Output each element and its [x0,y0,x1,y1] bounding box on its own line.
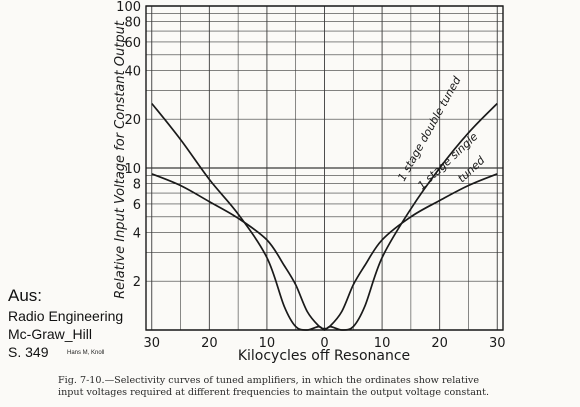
source-page: S. 349 [8,344,49,360]
source-book-title: Radio Engineering [8,308,124,324]
series-line-double-tuned [151,102,498,331]
x-tick-label: 10 [374,336,391,351]
y-tick-label: 40 [124,64,141,79]
x-axis-label: Kilocycles off Resonance [238,348,410,364]
x-tick-label: 30 [489,336,506,351]
x-tick-label: 0 [320,336,328,351]
source-author: Hans M, Knoll [67,350,105,356]
x-tick-label: 20 [431,336,448,351]
series-label-double-tuned: 1 stage double tuned [395,73,464,183]
y-tick-label: 10 [124,162,141,177]
x-tick-label: 20 [201,336,218,351]
caption-line-2: input voltages required at different fre… [58,387,489,398]
curves [151,102,498,331]
y-tick-label: 6 [133,198,141,213]
x-tick-label: 10 [259,336,276,351]
y-tick-label: 4 [133,226,141,241]
y-tick-label: 2 [133,275,141,290]
y-axis-label: Relative Input Voltage for Constant Outp… [113,20,128,299]
y-tick-label: 100 [116,0,141,15]
figure-caption: Fig. 7-10.—Selectivity curves of tuned a… [58,375,574,399]
y-tick-label: 8 [133,178,141,193]
source-prefix: Aus: [8,286,43,305]
source-publisher: Mc-Graw_Hill [8,326,92,342]
y-tick-label: 80 [124,16,141,31]
y-tick-label: 20 [124,113,141,128]
caption-line-1: Fig. 7-10.—Selectivity curves of tuned a… [58,375,480,386]
y-tick-label: 60 [124,36,141,51]
x-tick-label: 30 [143,336,160,351]
series-line-single-tuned [151,173,498,330]
